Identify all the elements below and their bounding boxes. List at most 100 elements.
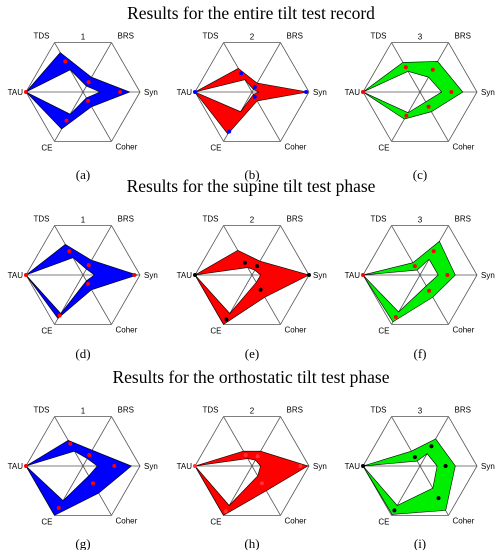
data-point <box>436 496 441 501</box>
axis-label: Syn <box>313 271 327 280</box>
axis-label: Syn <box>144 271 158 280</box>
data-point <box>429 444 434 449</box>
data-point <box>132 273 137 277</box>
data-point <box>87 453 92 458</box>
axis-label: Coher <box>116 325 138 334</box>
series-band <box>194 249 310 325</box>
axis-label: CE <box>378 326 389 335</box>
radar-panel: BRS Syn Coher CE TAU TDS 3 (f) <box>345 215 495 361</box>
axis-label: BRS <box>287 406 303 415</box>
series-band <box>362 240 456 323</box>
data-point <box>412 264 417 269</box>
data-point <box>86 80 91 85</box>
panel-number: 2 <box>250 33 255 42</box>
panel-caption: (a) <box>76 167 90 182</box>
axis-label: Syn <box>481 271 495 280</box>
radar-panel: BRS Syn Coher CE TAU TDS 1 (g) <box>8 406 158 550</box>
data-point <box>193 464 197 468</box>
axis-label: TDS <box>203 406 219 415</box>
axis-label: CE <box>41 517 52 526</box>
panel-number: 1 <box>81 216 86 225</box>
axis-label: Syn <box>313 88 327 97</box>
data-point <box>307 273 311 277</box>
axis-label: TAU <box>345 462 361 471</box>
axis-label: TDS <box>203 215 219 224</box>
axis-label: Coher <box>285 142 307 151</box>
axis-label: BRS <box>455 215 471 224</box>
series-band <box>25 244 139 319</box>
axis-label: Syn <box>313 462 327 471</box>
data-point <box>431 249 436 254</box>
axis-label: BRS <box>287 32 303 41</box>
data-point <box>239 71 244 76</box>
axis-label: Syn <box>144 462 158 471</box>
axis-label: Syn <box>144 88 158 97</box>
series-band <box>362 61 464 120</box>
data-point <box>112 464 117 468</box>
axis-label: TDS <box>203 32 219 41</box>
data-point <box>403 65 408 70</box>
data-point <box>193 90 197 94</box>
data-point <box>86 98 91 103</box>
data-point <box>298 464 303 468</box>
axis-label: CE <box>41 143 52 152</box>
series-band <box>194 67 308 135</box>
radar-panel: BRS Syn Coher CE TAU TDS 2 (e) <box>177 215 327 361</box>
axis-label: Coher <box>285 325 307 334</box>
axis-spoke <box>223 42 253 93</box>
data-point <box>86 281 91 286</box>
panel-caption: (c) <box>413 167 427 182</box>
axis-label: TDS <box>34 215 50 224</box>
section-title: Results for the orthostatic tilt test ph… <box>112 367 389 387</box>
radar-panel: BRS Syn Coher CE TAU TDS 3 (i) <box>345 406 495 550</box>
data-point <box>412 455 417 460</box>
axis-label: CE <box>210 143 221 152</box>
axis-label: CE <box>210 517 221 526</box>
data-point <box>223 509 228 514</box>
data-point <box>68 441 73 446</box>
data-point <box>67 249 72 254</box>
panel-number: 3 <box>418 407 423 416</box>
axis-label: Coher <box>116 142 138 151</box>
data-point <box>361 273 365 277</box>
data-point <box>258 287 263 292</box>
axis-label: CE <box>378 517 389 526</box>
axis-label: Coher <box>453 516 475 525</box>
axis-label: CE <box>378 143 389 152</box>
data-point <box>64 118 69 123</box>
data-point <box>118 90 123 94</box>
axis-label: Coher <box>453 325 475 334</box>
panel-caption: (g) <box>75 536 90 550</box>
data-point <box>361 90 365 94</box>
series-band <box>25 439 132 516</box>
panel-caption: (d) <box>75 346 90 361</box>
axis-label: Coher <box>285 516 307 525</box>
data-point <box>57 313 62 318</box>
data-point <box>361 464 365 468</box>
data-point <box>24 90 28 94</box>
data-point <box>427 288 432 293</box>
axis-label: TDS <box>371 32 387 41</box>
axis-label: TAU <box>177 462 193 471</box>
axis-label: BRS <box>455 406 471 415</box>
data-point <box>445 273 450 277</box>
panel-caption: (i) <box>414 536 426 550</box>
axis-label: Syn <box>481 462 495 471</box>
axis-label: CE <box>210 326 221 335</box>
data-point <box>224 317 229 322</box>
data-point <box>430 67 435 72</box>
data-point <box>193 273 197 277</box>
data-point <box>24 273 28 277</box>
axis-label: Coher <box>453 142 475 151</box>
axis-label: TAU <box>8 271 24 280</box>
data-point <box>255 454 260 459</box>
panel-number: 3 <box>418 216 423 225</box>
radar-panel: BRS Syn Coher CE TAU TDS 3 (c) <box>345 32 495 182</box>
data-point <box>227 129 232 134</box>
axis-label: TAU <box>177 271 193 280</box>
axis-label: TDS <box>371 406 387 415</box>
data-point <box>56 506 61 510</box>
data-point <box>443 464 448 468</box>
panel-number: 1 <box>81 407 86 416</box>
